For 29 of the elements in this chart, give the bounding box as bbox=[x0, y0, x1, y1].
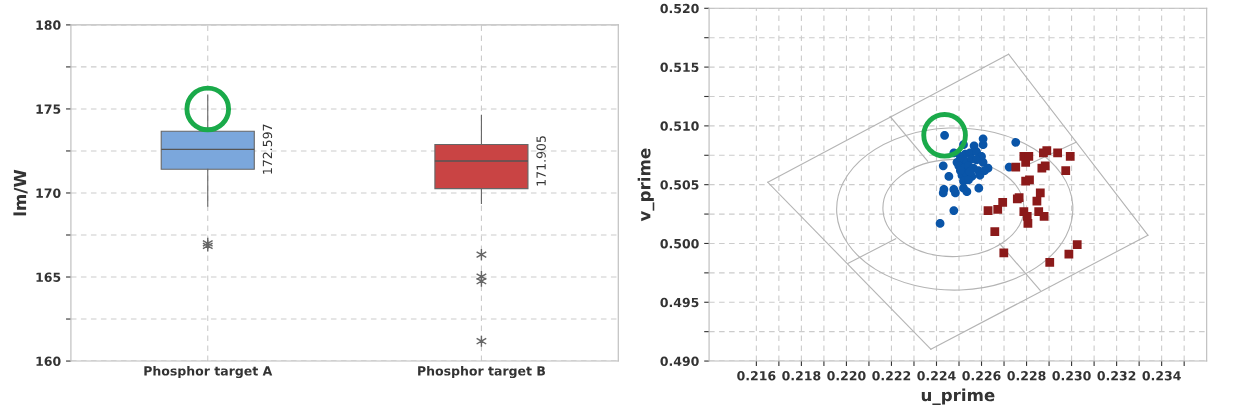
x-tick-label: Phosphor target B bbox=[418, 365, 545, 379]
x-tick-label: 0.216 bbox=[737, 370, 776, 381]
y-axis-title: v_prime bbox=[637, 148, 655, 222]
x-axis-title: u_prime bbox=[921, 388, 995, 406]
x-tick-label: 0.224 bbox=[917, 370, 956, 381]
annotation: 172.597 bbox=[262, 124, 273, 174]
y-tick-label: 0.505 bbox=[660, 180, 699, 190]
x-tick-label: 0.230 bbox=[1052, 370, 1091, 381]
y-tick-label: 0.520 bbox=[660, 3, 699, 14]
y-tick-label: 170 bbox=[36, 188, 61, 198]
y-tick-label: 0.500 bbox=[660, 238, 699, 249]
y-tick-label: 175 bbox=[36, 104, 61, 114]
y-axis-title: lm/W bbox=[13, 169, 28, 216]
x-tick-label: 0.234 bbox=[1142, 370, 1181, 381]
x-tick-label: 0.222 bbox=[872, 370, 911, 381]
y-tick-label: 165 bbox=[36, 272, 61, 282]
y-tick-label: 180 bbox=[36, 20, 61, 30]
y-tick-label: 0.495 bbox=[660, 297, 699, 308]
x-tick-label: 0.226 bbox=[962, 370, 1001, 381]
x-tick-label: 0.228 bbox=[1007, 370, 1046, 381]
y-tick-label: 0.490 bbox=[660, 356, 699, 366]
y-tick-label: 0.510 bbox=[660, 121, 699, 131]
x-tick-label: Phosphor target A bbox=[144, 365, 273, 379]
y-tick-label: 160 bbox=[36, 356, 61, 366]
annotation: 171.905 bbox=[536, 136, 546, 186]
x-tick-label: 0.232 bbox=[1097, 370, 1136, 381]
y-tick-label: 0.515 bbox=[660, 62, 699, 73]
x-tick-label: 0.218 bbox=[782, 370, 821, 381]
x-tick-label: 0.220 bbox=[827, 370, 866, 381]
